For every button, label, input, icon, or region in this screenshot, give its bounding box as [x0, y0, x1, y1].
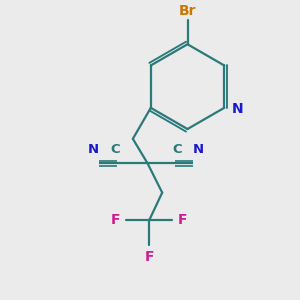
Text: C: C: [172, 143, 182, 156]
Text: F: F: [111, 213, 121, 227]
Text: N: N: [88, 143, 99, 156]
Text: C: C: [110, 143, 120, 156]
Text: F: F: [144, 250, 154, 264]
Text: F: F: [178, 213, 188, 227]
Text: N: N: [193, 143, 204, 156]
Text: N: N: [231, 103, 243, 116]
Text: Br: Br: [179, 4, 196, 18]
